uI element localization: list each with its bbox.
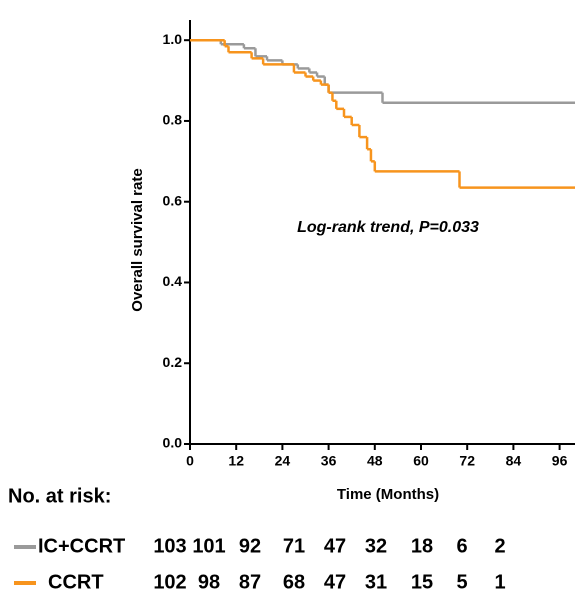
risk-count: 98	[198, 571, 220, 593]
risk-count: 31	[365, 571, 387, 593]
risk-count: 15	[411, 571, 433, 593]
risk-count: 68	[283, 571, 305, 593]
risk-count: 18	[411, 535, 433, 557]
y-tick-label: 1.0	[163, 31, 183, 47]
risk-count: 5	[456, 571, 467, 593]
x-tick-label: 72	[459, 453, 475, 469]
y-tick-label: 0.6	[163, 192, 183, 208]
risk-count: 2	[494, 535, 505, 557]
risk-count: 92	[239, 535, 261, 557]
risk-count: 47	[324, 571, 346, 593]
risk-count: 71	[283, 535, 305, 557]
y-tick-label: 0.8	[163, 112, 183, 128]
x-tick-label: 84	[506, 453, 522, 469]
risk-count: 103	[153, 535, 186, 557]
risk-count: 1	[494, 571, 505, 593]
risk-count: 87	[239, 571, 261, 593]
risk-table-title: No. at risk:	[8, 485, 111, 507]
y-axis-title: Overall survival rate	[129, 168, 146, 311]
y-tick-label: 0.4	[163, 273, 183, 289]
x-tick-label: 24	[275, 453, 291, 469]
risk-count: 32	[365, 535, 387, 557]
x-tick-label: 0	[186, 453, 194, 469]
legend-label: IC+CCRT	[38, 535, 125, 557]
y-tick-label: 0.0	[163, 435, 183, 451]
x-tick-label: 36	[321, 453, 337, 469]
x-tick-label: 96	[552, 453, 568, 469]
y-tick-label: 0.2	[163, 354, 183, 370]
x-tick-label: 60	[413, 453, 429, 469]
risk-count: 6	[456, 535, 467, 557]
x-tick-label: 48	[367, 453, 383, 469]
risk-count: 101	[192, 535, 225, 557]
risk-count: 47	[324, 535, 346, 557]
risk-count: 102	[153, 571, 186, 593]
x-tick-label: 12	[228, 453, 244, 469]
legend-label: CCRT	[48, 571, 104, 593]
x-axis-title: Time (Months)	[337, 486, 439, 503]
annotation: Log-rank trend, P=0.033	[297, 219, 479, 236]
